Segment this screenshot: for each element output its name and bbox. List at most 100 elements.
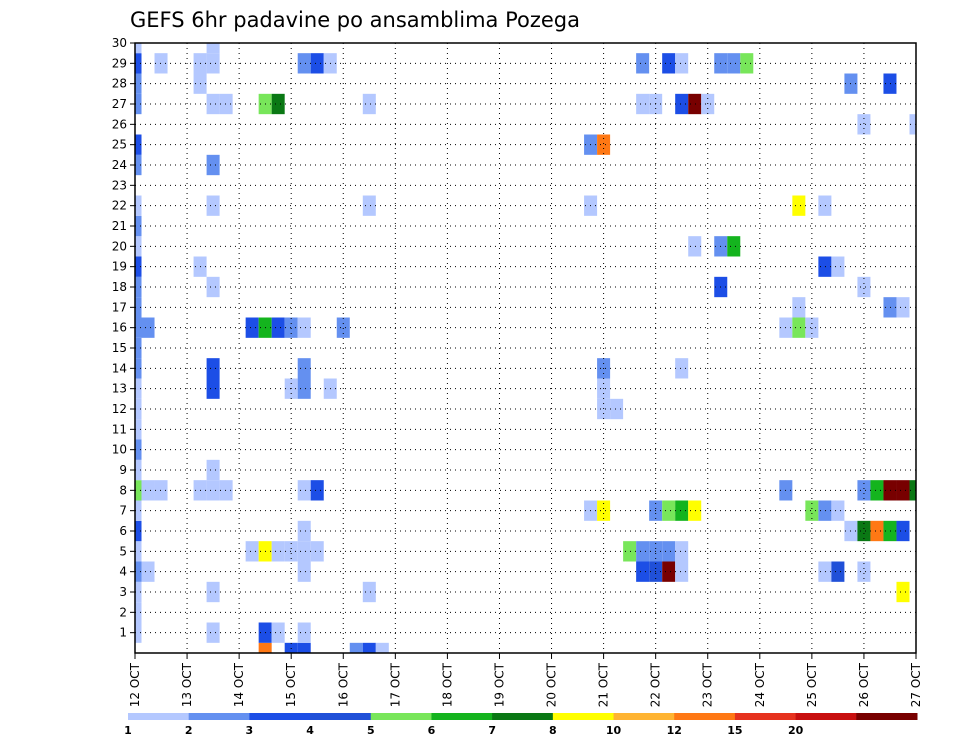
y-axis: 1234567891011121314151617181920212223242… [112, 36, 135, 640]
y-tick-label: 27 [112, 97, 127, 111]
heatmap-cell [297, 541, 311, 562]
heatmap-cell [135, 317, 142, 338]
colorbar-label: 10 [606, 724, 622, 737]
y-tick-label: 16 [112, 321, 127, 335]
y-tick-label: 20 [112, 239, 127, 253]
heatmap-cell [909, 114, 916, 135]
heatmap-cell [154, 53, 168, 74]
heatmap-cell [206, 378, 220, 399]
colorbar-label: 2 [185, 724, 193, 737]
heatmap-cell [135, 276, 142, 298]
x-tick-label: 14 OCT [232, 662, 246, 707]
heatmap-cell [870, 520, 884, 542]
x-tick-label: 18 OCT [440, 662, 454, 707]
heatmap-cell [805, 500, 819, 521]
heatmap-cell [883, 73, 897, 94]
heatmap-cell [896, 581, 910, 603]
heatmap-cell [896, 297, 910, 318]
y-tick-label: 24 [112, 158, 127, 172]
x-tick-label: 21 OCT [597, 662, 611, 707]
heatmap-cell [818, 561, 832, 582]
y-tick-label: 12 [112, 402, 127, 416]
heatmap-cell [909, 480, 916, 501]
x-tick-label: 23 OCT [701, 662, 715, 707]
heatmap-cell [792, 317, 806, 338]
heatmap-cell [636, 541, 650, 562]
heatmap-cell [857, 480, 871, 501]
heatmap-cell [675, 358, 689, 379]
y-tick-label: 11 [112, 422, 127, 436]
heatmap-cell [297, 480, 311, 501]
heatmap-cell [206, 581, 220, 603]
heatmap-cell [297, 520, 311, 542]
colorbar-swatch [856, 713, 918, 720]
heatmap-cell [206, 622, 220, 643]
colorbar-label: 6 [428, 724, 436, 737]
x-tick-label: 16 OCT [336, 662, 350, 707]
heatmap-cell [857, 520, 871, 542]
heatmap-cell [623, 541, 637, 562]
heatmap-cell [206, 195, 220, 216]
heatmap-cell [206, 53, 220, 74]
heatmap-cell [597, 500, 611, 521]
x-tick-label: 20 OCT [545, 662, 559, 707]
x-axis: 12 OCT 13 OCT 14 OCT 15 OCT 16 OCT 17 OCT 18 O… [128, 653, 923, 707]
heatmap-cell [688, 93, 702, 115]
heatmap-cell [141, 480, 155, 501]
y-tick-label: 6 [119, 524, 127, 538]
heatmap-cell [349, 642, 363, 653]
colorbar-label: 3 [246, 724, 254, 737]
heatmap-cell [135, 195, 142, 216]
heatmap-cell [135, 236, 142, 257]
heatmap-cell [610, 398, 624, 420]
heatmap-cell [135, 93, 142, 115]
x-tick-label: 24 OCT [753, 662, 767, 707]
heatmap-cell [284, 541, 298, 562]
colorbar-label: 20 [788, 724, 804, 737]
heatmap-cell [831, 256, 845, 277]
y-tick-label: 26 [112, 117, 127, 131]
heatmap-cell [362, 93, 376, 115]
heatmap-cell [135, 439, 142, 460]
heatmap-cell [135, 459, 142, 481]
heatmap-cell [675, 93, 689, 115]
y-tick-label: 14 [112, 361, 127, 375]
heatmap-cell [375, 642, 389, 653]
y-tick-label: 8 [119, 483, 127, 497]
heatmap-cell [857, 276, 871, 298]
heatmap-cell [135, 297, 142, 318]
heatmap-cell [740, 53, 754, 74]
heatmap-cell [135, 581, 142, 603]
colorbar-label: 8 [549, 724, 557, 737]
colorbar-swatch [370, 713, 432, 720]
heatmap-cell [141, 561, 155, 582]
heatmap-cell [310, 480, 324, 501]
heatmap-cell [727, 53, 741, 74]
colorbar-swatch [492, 713, 554, 720]
heatmap-cell [135, 43, 142, 54]
heatmap-cell [675, 561, 689, 582]
y-tick-label: 22 [112, 199, 127, 213]
heatmap-cell [206, 276, 220, 298]
x-tick-label: 22 OCT [649, 662, 663, 707]
x-tick-label: 27 OCT [909, 662, 923, 707]
y-tick-label: 29 [112, 56, 127, 70]
y-tick-label: 2 [119, 605, 127, 619]
heatmap-cell [135, 520, 142, 542]
heatmap-cell [297, 642, 311, 653]
x-tick-label: 15 OCT [284, 662, 298, 707]
heatmap-cell [135, 541, 142, 562]
heatmap-cell [297, 561, 311, 582]
y-tick-label: 3 [119, 585, 127, 599]
colorbar-label: 5 [367, 724, 375, 737]
y-tick-label: 1 [119, 626, 127, 640]
heatmap-cell [245, 541, 259, 562]
heatmap-cell [135, 398, 142, 420]
y-tick-label: 19 [112, 260, 127, 274]
heatmap-cell [896, 480, 910, 501]
heatmap-cell [831, 561, 845, 582]
heatmap-cell [688, 236, 702, 257]
heatmap-cell [297, 53, 311, 74]
heatmap-cell [597, 134, 611, 155]
heatmap-cell [206, 93, 220, 115]
